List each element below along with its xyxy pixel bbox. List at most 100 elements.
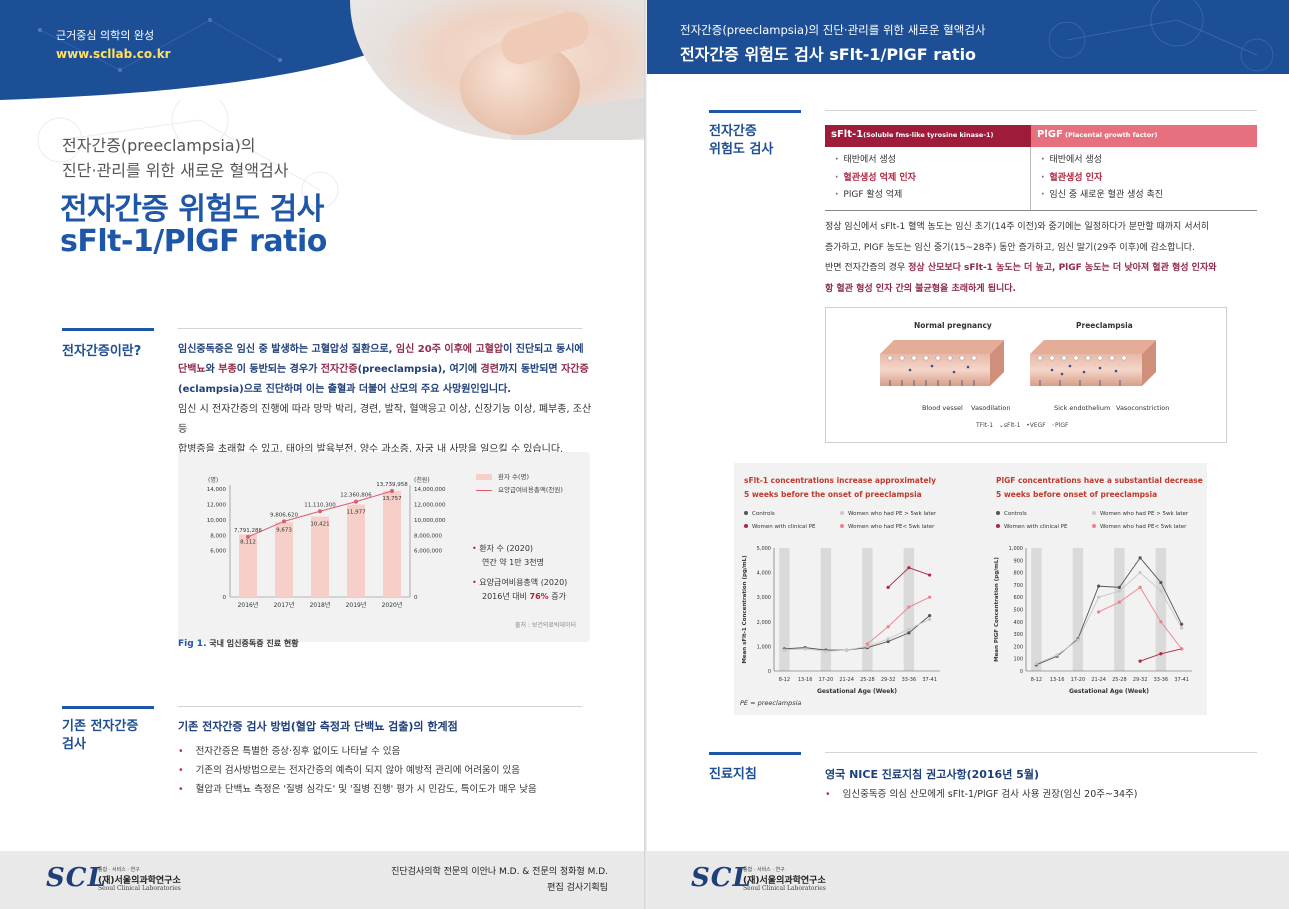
right-header-subtitle: 전자간증(preeclampsia)의 진단·관리를 위한 새로운 혈액검사 [680,23,986,37]
graph2-title: PlGF concentrations have a substantial d… [996,476,1203,485]
marker-table-head: sFlt-1(Soluble fms-like tyrosine kinase-… [825,125,1257,147]
legend-plgf: ◦PlGF [1051,422,1069,429]
y-tick-label: 0 [1020,669,1023,675]
x-tick-label: 2019년 [346,601,367,609]
page-gutter [644,0,647,909]
concentration-graphs: sFlt-1 concentrations increase approxima… [742,476,1203,695]
x-tick-label: 21-24 [1091,677,1106,683]
band [820,548,832,671]
list-item: 임신중독증 의심 산모에게 sFlt-1/PlGF 검사 사용 권장(임신 20… [825,785,1138,804]
kicker-line2: 진단·관리를 위한 새로운 혈액검사 [62,161,289,180]
legend-marker [840,524,844,528]
kicker-line1: 전자간증(preeclampsia)의 [62,136,256,155]
series-line [1098,586,1182,650]
header-network-decoration [1048,0,1274,72]
y-tick-label: 400 [1013,620,1023,626]
section2-heading: 기존 전자간증 검사 방법(혈압 측정과 단백뇨 검출)의 한계점 [178,720,458,733]
r-section2-rule [825,752,1257,753]
y-tick-label-right: 6,000,000 [414,549,442,555]
chart-notes: • 환자 수 (2020) 연간 약 1만 3천명 • 요양급여비용총액 (20… [472,542,567,604]
x-tick-label: 2018년 [310,601,331,609]
graph1-subtitle: 5 weeks before the onset of preeclampsia [744,490,922,499]
y-tick-label-right: 14,000,000 [414,487,446,493]
r-section2-heading: 영국 NICE 진료지침 권고사항(2016년 5월) [825,768,1039,781]
y-tick-label: 0 [768,669,771,675]
x-tick-label: 8-12 [1031,677,1042,683]
plgf-item: 혈관생성 인자 [1041,170,1247,188]
brand-url[interactable]: www.scllab.co.kr [56,47,171,61]
x-tick-label: 17-20 [1071,677,1086,683]
diagram-vasodilation: Vasodilation [971,404,1011,412]
bar [347,504,365,597]
series-point [1097,584,1101,588]
band [1072,548,1084,671]
x-tick-label: 29-32 [881,677,896,683]
legend-marker [840,511,844,515]
right-header-band: 전자간증(preeclampsia)의 진단·관리를 위한 새로운 혈액검사 전… [647,0,1289,74]
y-tick-label: 14,000 [207,487,227,493]
scl-sub3: Seoul Clinical Laboratories [743,885,826,892]
bar [383,490,401,597]
series-line [1036,571,1183,665]
diagram-label-normal: Normal pregnancy [914,321,992,330]
legend-label: Women with clinical PE [752,524,816,530]
vessel-diagram: Normal pregnancy Preeclampsia [825,307,1227,443]
main-title-line2: sFlt-1/PlGF ratio [60,224,327,259]
right-paragraph: 정상 임신에서 sFlt-1 혈액 농도는 임신 초기(14주 이전)와 중기에… [825,222,1217,294]
legend-label: Women who had PE > 5wk later [848,511,937,517]
x-tick-label: 8-12 [779,677,790,683]
band [862,548,873,671]
y-tick-label: 12,000 [207,502,227,508]
right-page: 전자간증(preeclampsia)의 진단·관리를 위한 새로운 혈액검사 전… [647,0,1289,909]
series-point [1138,585,1142,589]
series-point [1159,652,1163,656]
series-point [907,605,911,609]
chart-source: 출처 : 보건의료빅데이터 [514,622,576,629]
band [1155,548,1167,671]
line-data-label: 13,739,958 [376,482,408,488]
left-footer: SCL 종합 · 서비스 · 연구 (재)서울의과학연구소 Seoul Clin… [0,851,644,909]
y-tick-label: 6,000 [210,549,226,555]
y-tick-label: 800 [1013,571,1023,577]
concentration-graphs-panel: sFlt-1 concentrations increase approxima… [734,463,1207,715]
series-point [928,617,932,621]
series-point [845,648,849,652]
series-point [865,644,869,648]
section1-rule [178,328,582,329]
y-tick-label-right: 10,000,000 [414,518,446,524]
list-item: 전자간증은 특별한 증상·징후 없이도 나타날 수 있음 [178,742,537,761]
patient-cost-chart: (명) (천원) 0 6,000 8,000 10,000 12,000 14,000 0 6,0… [207,476,446,609]
section1-label: 전자간증이란? [62,344,142,359]
legend-marker [744,511,748,515]
plgf-item: 임신 중 새로운 혈관 생성 촉진 [1041,187,1247,205]
y-tick-label: 1,000 [757,644,771,650]
pe-note: PE = preeclampsia [740,699,802,707]
y-tick-label: 5,000 [757,546,771,552]
y-tick-label-right: 12,000,000 [414,502,446,508]
section1-bar [62,328,154,331]
legend-bar-item: 환자 수(명) [476,471,563,484]
x-tick-label: 25-28 [860,677,875,683]
legend-marker [996,511,1000,515]
legend-flt1: TFlt-1 [976,422,994,429]
series-point [1138,571,1142,575]
section2-rule [178,706,582,707]
x-tick-label: 29-32 [1133,677,1148,683]
y-tick-label: 10,000 [207,518,227,524]
legend-marker [1092,524,1096,528]
line-data-label: 7,791,286 [234,528,262,534]
legend-sflt1: ⌄sFlt-1 [998,422,1021,429]
bar-data-label: 11,977 [346,510,366,516]
x-tick-label: 33-36 [1154,677,1169,683]
x-tick-label: 2020년 [382,601,403,609]
band [1031,548,1042,671]
x-tick-label: 17-20 [819,677,834,683]
bar [275,522,293,597]
series-line [867,596,930,645]
sflt1-item: 혈관생성 억제 인자 [835,170,1020,188]
legend-label: Women who had PE > 5wk later [1100,511,1189,517]
left-page: 근거중심 의학의 완성 www.scllab.co.kr 전자간증(preecl… [0,0,644,909]
line-point [282,519,286,524]
x-tick-label: 33-36 [902,677,917,683]
y-tick-label: 900 [1013,558,1023,564]
